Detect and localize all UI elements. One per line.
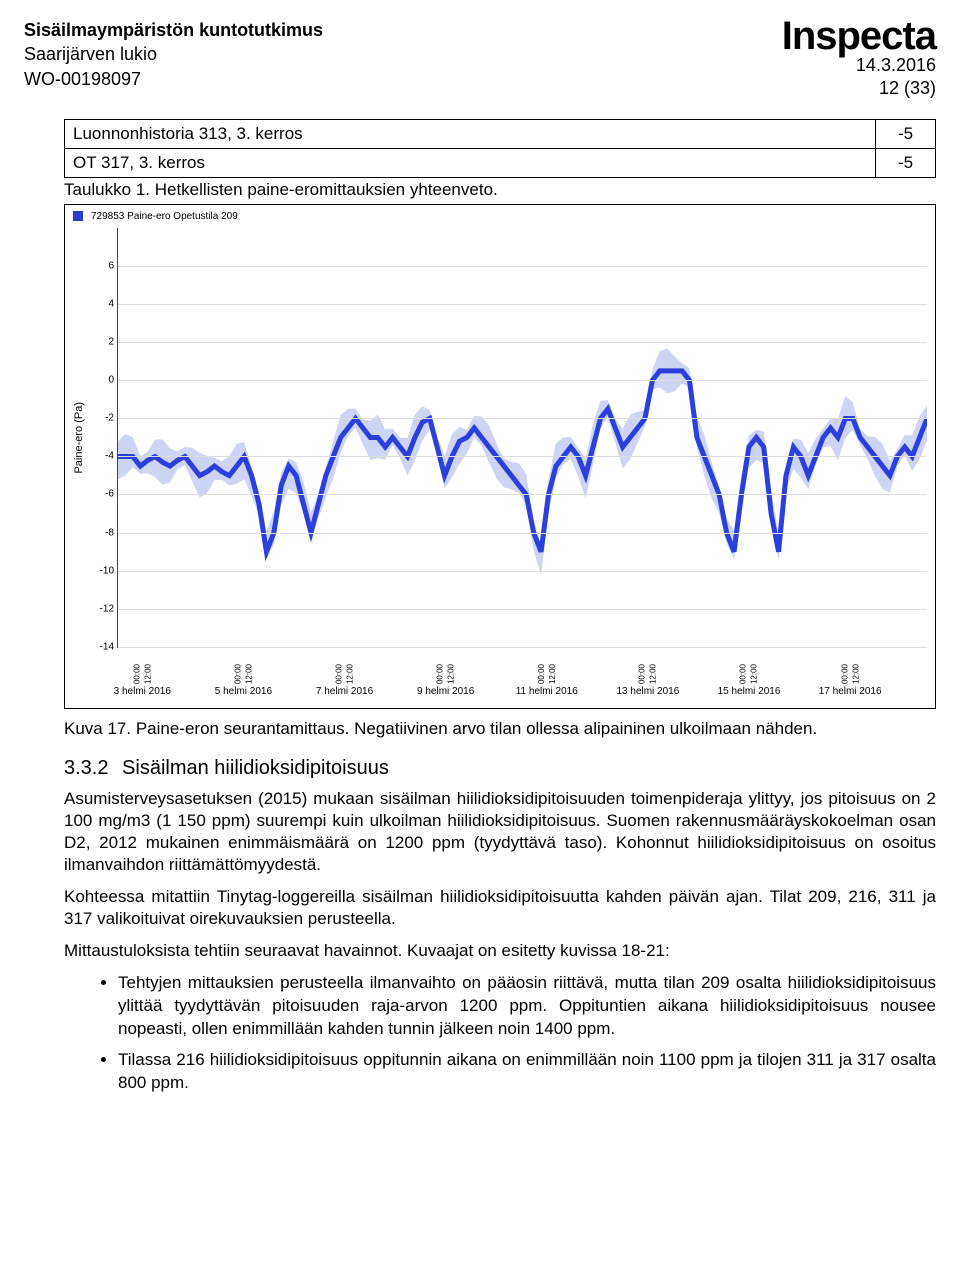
x-tick-time: 00:00 bbox=[132, 664, 141, 684]
x-tick-time: 12:00 bbox=[649, 664, 658, 684]
x-tick-time: 00:00 bbox=[436, 664, 445, 684]
y-tick-label: 0 bbox=[92, 375, 114, 386]
x-tick-time: 12:00 bbox=[143, 664, 152, 684]
pressure-table: Luonnonhistoria 313, 3. kerros -5 OT 317… bbox=[64, 119, 936, 178]
list-item: Tilassa 216 hiilidioksidipitoisuus oppit… bbox=[118, 1049, 936, 1095]
x-tick-group: 00:0012:00 13 helmi 2016 bbox=[616, 664, 679, 697]
gridline bbox=[118, 647, 927, 648]
x-tick-date: 3 helmi 2016 bbox=[114, 686, 171, 697]
gridline bbox=[118, 380, 927, 381]
table-caption: Taulukko 1. Hetkellisten paine-eromittau… bbox=[64, 180, 936, 200]
logo-text: Inspecta bbox=[782, 18, 936, 54]
x-tick-time: 12:00 bbox=[346, 664, 355, 684]
list-item: Tehtyjen mittauksien perusteella ilmanva… bbox=[118, 972, 936, 1041]
gridline bbox=[118, 456, 927, 457]
gridline bbox=[118, 304, 927, 305]
paragraph: Asumisterveysasetuksen (2015) mukaan sis… bbox=[64, 788, 936, 876]
section-heading: 3.3.2 Sisäilman hiilidioksidipitoisuus bbox=[64, 757, 936, 780]
y-tick-label: -2 bbox=[92, 413, 114, 424]
section-number: 3.3.2 bbox=[64, 757, 108, 780]
table-row: Luonnonhistoria 313, 3. kerros -5 bbox=[65, 119, 936, 148]
x-tick-group: 00:0012:00 5 helmi 2016 bbox=[215, 664, 272, 697]
y-tick-label: -8 bbox=[92, 527, 114, 538]
x-tick-time: 00:00 bbox=[537, 664, 546, 684]
paragraph: Mittaustuloksista tehtiin seuraavat hava… bbox=[64, 940, 936, 962]
doc-subtitle: Saarijärven lukio bbox=[24, 42, 323, 66]
y-tick-label: 6 bbox=[92, 260, 114, 271]
content-block: Luonnonhistoria 313, 3. kerros -5 OT 317… bbox=[64, 119, 936, 1095]
table-cell-label: OT 317, 3. kerros bbox=[65, 148, 876, 177]
x-tick-date: 17 helmi 2016 bbox=[819, 686, 882, 697]
y-axis-label: Paine-ero (Pa) bbox=[73, 402, 85, 474]
legend-label: 729853 Paine-ero Opetustila 209 bbox=[91, 211, 238, 222]
x-tick-time: 12:00 bbox=[750, 664, 759, 684]
x-tick-time: 00:00 bbox=[233, 664, 242, 684]
table-row: OT 317, 3. kerros -5 bbox=[65, 148, 936, 177]
paragraph: Kohteessa mitattiin Tinytag-loggereilla … bbox=[64, 886, 936, 930]
x-tick-date: 15 helmi 2016 bbox=[718, 686, 781, 697]
x-tick-group: 00:0012:00 15 helmi 2016 bbox=[718, 664, 781, 697]
table-cell-value: -5 bbox=[876, 119, 936, 148]
x-tick-date: 5 helmi 2016 bbox=[215, 686, 272, 697]
x-tick-time: 00:00 bbox=[739, 664, 748, 684]
y-tick-label: -10 bbox=[92, 565, 114, 576]
y-tick-label: -14 bbox=[92, 641, 114, 652]
x-tick-time: 00:00 bbox=[638, 664, 647, 684]
y-tick-label: -12 bbox=[92, 603, 114, 614]
gridline bbox=[118, 266, 927, 267]
chart-legend: 729853 Paine-ero Opetustila 209 bbox=[73, 211, 927, 222]
table-cell-value: -5 bbox=[876, 148, 936, 177]
gridline bbox=[118, 342, 927, 343]
gridline bbox=[118, 494, 927, 495]
chart-series bbox=[118, 228, 927, 647]
plot-region: 6420-2-4-6-8-10-12-1400:0012:003 helmi 2… bbox=[117, 228, 927, 648]
x-tick-group: 00:0012:00 9 helmi 2016 bbox=[417, 664, 474, 697]
x-tick-date: 7 helmi 2016 bbox=[316, 686, 373, 697]
y-tick-label: 4 bbox=[92, 298, 114, 309]
x-tick-time: 00:00 bbox=[840, 664, 849, 684]
doc-title: Sisäilmaympäristön kuntotutkimus bbox=[24, 18, 323, 42]
figure-caption: Kuva 17. Paine-eron seurantamittaus. Neg… bbox=[64, 719, 936, 739]
x-tick-group: 00:0012:00 11 helmi 2016 bbox=[516, 664, 578, 697]
x-tick-time: 12:00 bbox=[447, 664, 456, 684]
x-tick-time: 12:00 bbox=[851, 664, 860, 684]
table-cell-label: Luonnonhistoria 313, 3. kerros bbox=[65, 119, 876, 148]
x-tick-date: 9 helmi 2016 bbox=[417, 686, 474, 697]
chart-area: Paine-ero (Pa) 6420-2-4-6-8-10-12-1400:0… bbox=[73, 228, 927, 648]
x-tick-group: 00:0012:00 3 helmi 2016 bbox=[114, 664, 171, 697]
x-tick-group: 00:0012:00 17 helmi 2016 bbox=[819, 664, 882, 697]
gridline bbox=[118, 571, 927, 572]
doc-ref: WO-00198097 bbox=[24, 67, 323, 91]
page-header: Sisäilmaympäristön kuntotutkimus Saarijä… bbox=[24, 18, 936, 101]
legend-swatch-icon bbox=[73, 211, 83, 221]
y-tick-label: -4 bbox=[92, 451, 114, 462]
x-tick-date: 11 helmi 2016 bbox=[516, 686, 578, 697]
x-tick-group: 00:0012:00 7 helmi 2016 bbox=[316, 664, 373, 697]
header-right: Inspecta 14.3.2016 12 (33) bbox=[782, 18, 936, 101]
gridline bbox=[118, 533, 927, 534]
header-left: Sisäilmaympäristön kuntotutkimus Saarijä… bbox=[24, 18, 323, 91]
gridline bbox=[118, 609, 927, 610]
bullet-list: Tehtyjen mittauksien perusteella ilmanva… bbox=[64, 972, 936, 1095]
x-tick-time: 12:00 bbox=[244, 664, 253, 684]
chart-frame: 729853 Paine-ero Opetustila 209 Paine-er… bbox=[64, 204, 936, 709]
page-number: 12 (33) bbox=[782, 77, 936, 100]
x-tick-date: 13 helmi 2016 bbox=[616, 686, 679, 697]
section-title: Sisäilman hiilidioksidipitoisuus bbox=[122, 757, 389, 779]
y-tick-label: -6 bbox=[92, 489, 114, 500]
x-tick-time: 00:00 bbox=[335, 664, 344, 684]
y-tick-label: 2 bbox=[92, 337, 114, 348]
x-tick-time: 12:00 bbox=[548, 664, 557, 684]
gridline bbox=[118, 418, 927, 419]
